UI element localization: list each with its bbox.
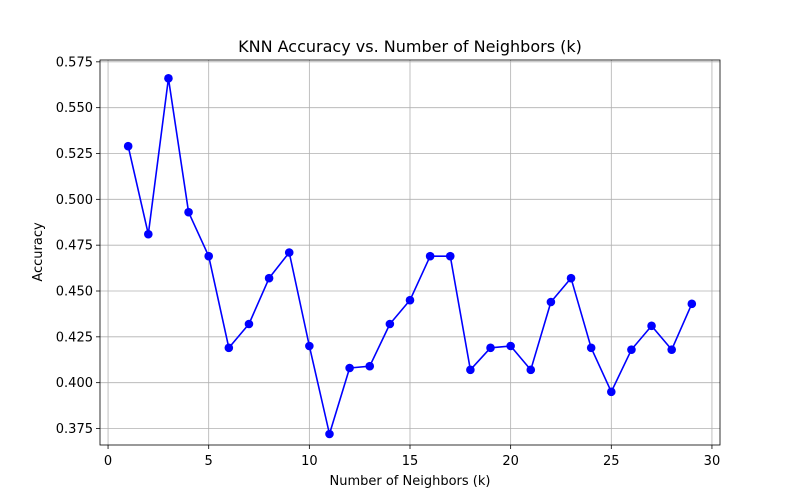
data-point (385, 319, 395, 329)
x-tick-label: 25 (603, 454, 620, 469)
data-point (546, 297, 556, 307)
data-point (586, 343, 596, 353)
x-tick-label: 30 (704, 454, 721, 469)
x-tick-label: 20 (502, 454, 519, 469)
y-axis-label: Accuracy (31, 222, 46, 282)
x-tick-label: 0 (104, 454, 112, 469)
data-point (687, 299, 697, 309)
data-point (445, 251, 455, 261)
data-point (284, 248, 294, 257)
data-point (244, 319, 254, 329)
y-tick-label: 0.450 (56, 285, 93, 300)
data-point (405, 295, 415, 305)
y-tick-label: 0.550 (56, 101, 93, 116)
data-point (325, 429, 334, 439)
data-point (123, 141, 133, 151)
data-point (606, 387, 616, 397)
data-point (647, 321, 656, 331)
data-point (164, 74, 173, 83)
y-tick-label: 0.500 (56, 193, 93, 208)
y-tick-label: 0.375 (56, 422, 93, 437)
grid (100, 60, 720, 445)
y-tick-label: 0.525 (56, 147, 93, 162)
data-point (264, 273, 274, 283)
chart-title: KNN Accuracy vs. Number of Neighbors (k) (238, 37, 582, 56)
data-point (486, 343, 495, 353)
y-tick-label: 0.400 (56, 376, 93, 391)
data-point (667, 345, 676, 354)
data-point (184, 207, 193, 217)
data-point (345, 363, 354, 373)
data-point (526, 365, 536, 375)
x-tick-label: 15 (402, 454, 419, 469)
y-tick-label: 0.575 (56, 55, 93, 70)
x-tick-label: 5 (205, 454, 213, 469)
data-point (224, 343, 234, 353)
data-point (144, 229, 153, 239)
data-point (566, 273, 576, 283)
data-point (627, 345, 636, 354)
x-axis-label: Number of Neighbors (k) (330, 474, 491, 489)
x-tick-label: 10 (301, 454, 318, 469)
axis-ticks: 0 5 10 15 20 25 30 0.375 0.400 0.425 0.450 0.475 0.5… (56, 55, 720, 469)
y-tick-label: 0.425 (56, 330, 93, 345)
data-point (204, 251, 214, 261)
data-point (365, 361, 375, 371)
data-point (425, 251, 435, 261)
data-point (305, 341, 314, 351)
data-point (466, 365, 475, 375)
data-point (506, 341, 515, 351)
series-layer (123, 74, 697, 439)
y-tick-label: 0.475 (56, 239, 93, 254)
